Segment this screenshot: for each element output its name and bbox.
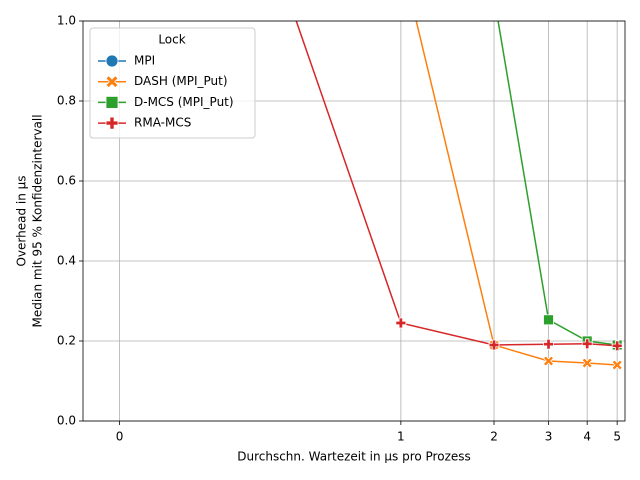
marker	[543, 338, 554, 350]
series-line	[415, 21, 618, 366]
y-tick-label: 0.4	[57, 254, 76, 268]
series-line	[295, 21, 618, 347]
x-tick-label: 0	[116, 430, 124, 444]
legend-marker	[105, 116, 119, 130]
legend-marker	[105, 96, 119, 109]
legend-label: DASH (MPI_Put)	[134, 74, 228, 88]
legend: Lock MPI DASH (MPI_Put) D-MCS (MPI_Put) RMA…	[89, 27, 256, 139]
legend-marker	[105, 75, 119, 89]
legend-box	[89, 27, 256, 139]
marker	[611, 340, 623, 352]
x-tick-label: 3	[545, 430, 553, 444]
x-tick-label: 2	[490, 430, 498, 444]
y-axis-label: Median mit 95 % Konfidenzintervall	[31, 114, 45, 327]
marker	[611, 359, 623, 371]
marker	[581, 338, 593, 350]
y-tick-label: 0.6	[57, 174, 76, 188]
legend-label: MPI	[134, 54, 155, 68]
marker	[581, 357, 593, 369]
marker	[543, 314, 554, 326]
x-tick-label: 4	[583, 430, 591, 444]
legend-label: RMA-MCS	[134, 116, 191, 130]
legend-marker	[105, 54, 119, 68]
y-tick-label: 0.0	[57, 414, 76, 428]
y-tick-label: 1.0	[57, 14, 76, 28]
marker	[489, 0, 499, 2]
y-tick-label: 0.2	[57, 334, 76, 348]
y-axis-label: Overhead in µs	[15, 175, 29, 266]
plot-frame	[82, 20, 626, 422]
marker	[488, 339, 500, 351]
x-tick-label: 1	[397, 430, 405, 444]
y-tick-label: 0.8	[57, 94, 76, 108]
legend-title: Lock	[158, 33, 185, 47]
legend-label: D-MCS (MPI_Put)	[134, 95, 234, 109]
series-line	[497, 21, 618, 346]
x-tick-label: 5	[613, 430, 621, 444]
x-axis-label: Durchschn. Wartezeit in µs pro Prozess	[237, 450, 471, 464]
marker	[395, 317, 407, 329]
marker	[542, 355, 555, 367]
